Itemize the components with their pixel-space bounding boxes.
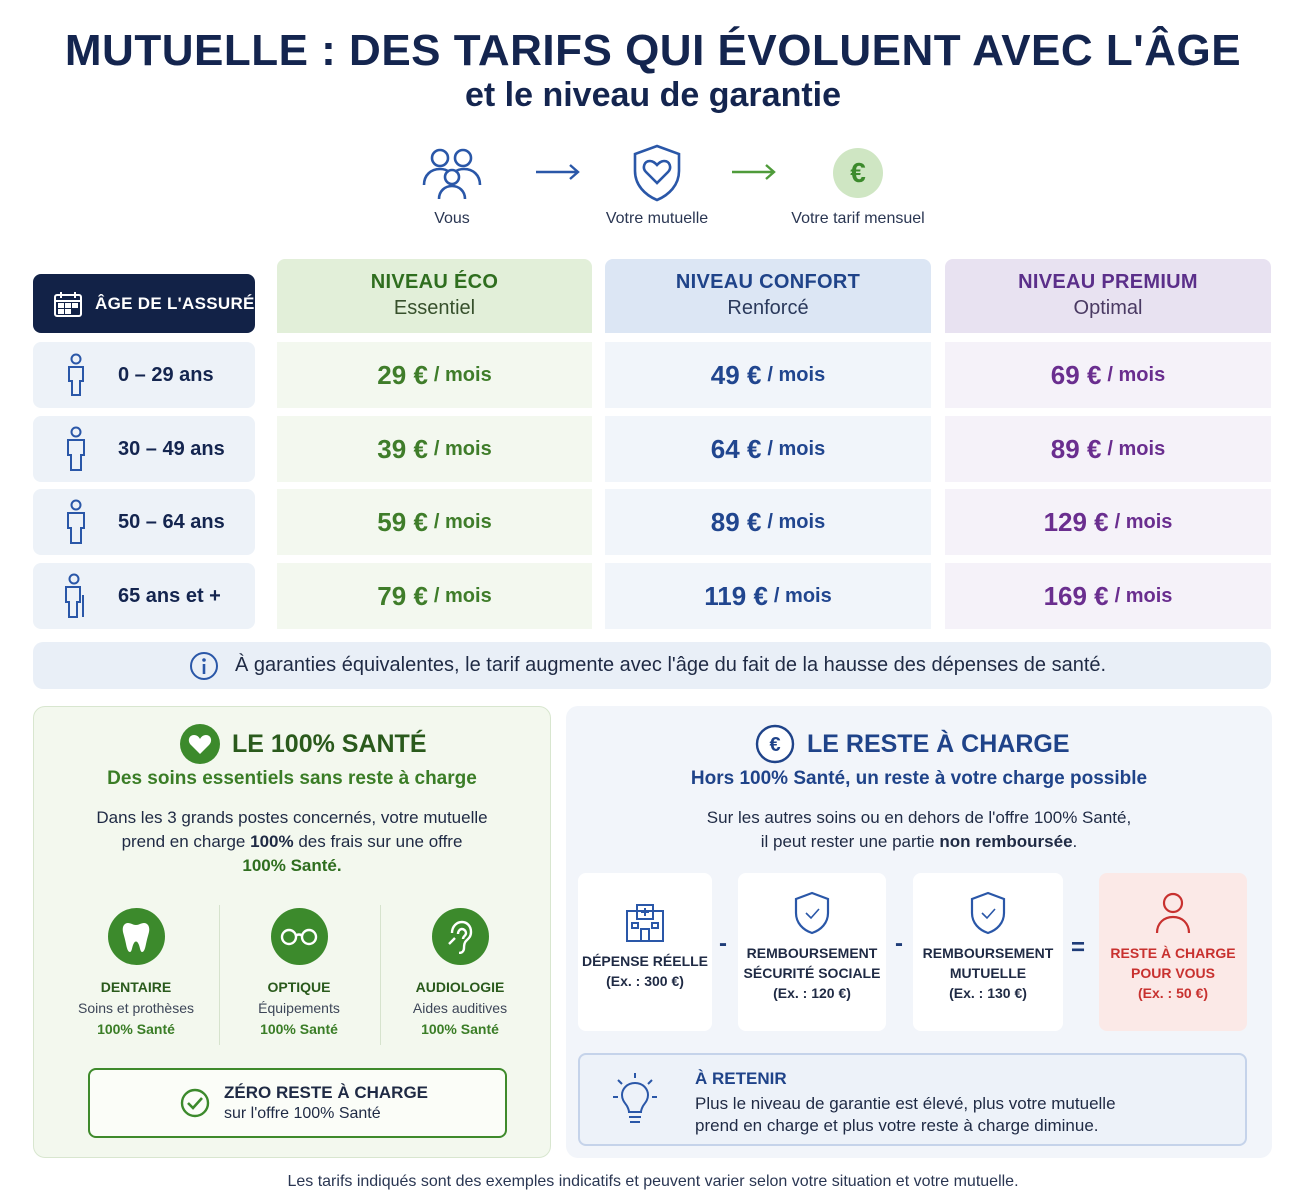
arrow-right-icon <box>732 164 776 180</box>
euro-icon: € <box>787 142 929 204</box>
level-eco-header: NIVEAU ÉCO Essentiel <box>277 259 592 333</box>
price-cell: 89 € / mois <box>605 489 931 555</box>
page-subtitle: et le niveau de garantie <box>464 76 842 114</box>
care-dentaire: DENTAIRE Soins et prothèses 100% Santé <box>61 908 211 1037</box>
price-cell: 39 € / mois <box>277 416 592 482</box>
eq-reste-a-charge: RESTE À CHARGE POUR VOUS (Ex. : 50 €) <box>1099 873 1247 1031</box>
care-optique: OPTIQUE Équipements 100% Santé <box>224 908 374 1037</box>
page-title: MUTUELLE : DES TARIFS QUI ÉVOLUENT AVEC … <box>64 26 1242 75</box>
retenir-box: À RETENIR Plus le niveau de garantie est… <box>578 1053 1247 1146</box>
hospital-icon <box>578 873 712 943</box>
arrow-right-icon <box>536 164 580 180</box>
lightbulb-icon <box>613 1073 657 1123</box>
glasses-icon <box>270 908 328 965</box>
eq-remboursement-mutuelle: REMBOURSEMENT MUTUELLE (Ex. : 130 €) <box>913 873 1063 1031</box>
reste-subtitle: Hors 100% Santé, un reste à votre charge… <box>690 768 1148 789</box>
reste-title: € LE RESTE À CHARGE <box>755 724 1070 764</box>
price-cell: 49 € / mois <box>605 342 931 408</box>
shield-check-icon <box>738 873 886 935</box>
sante-subtitle: Des soins essentiels sans reste à charge <box>107 768 477 789</box>
shield-check-icon <box>913 873 1063 935</box>
table-row-age: 0 – 29 ans <box>33 342 255 408</box>
info-icon <box>190 651 218 680</box>
footer-note: Les tarifs indiqués sont des exemples in… <box>287 1173 1019 1190</box>
retenir-text: Plus le niveau de garantie est élevé, pl… <box>695 1094 1116 1135</box>
care-audiologie: AUDIOLOGIE Aides auditives 100% Santé <box>385 908 535 1037</box>
tooth-icon <box>107 908 165 965</box>
age-header-label: ÂGE DE L'ASSURÉ <box>95 293 255 313</box>
price-cell: 119 € / mois <box>605 563 931 629</box>
check-circle-icon <box>180 1088 210 1118</box>
flow-mutuelle: Votre mutuelle <box>597 142 717 228</box>
level-confort-header: NIVEAU CONFORT Renforcé <box>605 259 931 333</box>
flow-tarif-label: Votre tarif mensuel <box>791 210 925 227</box>
people-icon <box>402 142 502 204</box>
flow-mutuelle-label: Votre mutuelle <box>605 210 709 227</box>
retenir-title: À RETENIR <box>695 1069 787 1088</box>
info-note: À garanties équivalentes, le tarif augme… <box>33 642 1271 689</box>
svg-text:€: € <box>769 734 780 756</box>
equals-operator: = <box>1071 934 1086 961</box>
price-cell: 29 € / mois <box>277 342 592 408</box>
eq-depense-reelle: DÉPENSE RÉELLE (Ex. : 300 €) <box>578 873 712 1031</box>
table-row-age: 65 ans et + <box>33 563 255 629</box>
reste-text: Sur les autres soins ou en dehors de l'o… <box>706 808 1132 851</box>
calendar-icon <box>54 291 82 317</box>
level-premium-header: NIVEAU PREMIUM Optimal <box>945 259 1271 333</box>
sante-text: Dans les 3 grands postes concernés, votr… <box>96 808 488 875</box>
price-cell: 64 € / mois <box>605 416 931 482</box>
flow-you-label: Vous <box>434 210 470 227</box>
person-outline-icon <box>1099 873 1247 935</box>
table-row-age: 50 – 64 ans <box>33 489 255 555</box>
age-column-header: ÂGE DE L'ASSURÉ <box>33 274 255 333</box>
elderly-person-icon <box>64 573 84 618</box>
price-cell: 79 € / mois <box>277 563 592 629</box>
price-cell: 169 € / mois <box>945 563 1271 629</box>
price-cell: 59 € / mois <box>277 489 592 555</box>
flow-you: Vous <box>402 142 502 228</box>
divider <box>219 905 220 1045</box>
person-icon <box>66 499 85 544</box>
price-cell: 69 € / mois <box>945 342 1271 408</box>
shield-heart-icon <box>597 142 717 204</box>
divider <box>380 905 381 1045</box>
flow-tarif: € Votre tarif mensuel <box>787 142 929 228</box>
ear-icon <box>431 908 489 965</box>
price-cell: 89 € / mois <box>945 416 1271 482</box>
minus-operator: - <box>895 930 903 957</box>
euro-circle-icon: € <box>755 724 795 764</box>
person-icon <box>66 426 85 471</box>
minus-operator: - <box>719 930 727 957</box>
person-icon <box>67 353 84 396</box>
info-note-text: À garanties équivalentes, le tarif augme… <box>235 654 1107 676</box>
heart-icon <box>180 724 220 764</box>
eq-remboursement-ss: REMBOURSEMENT SÉCURITÉ SOCIALE (Ex. : 12… <box>738 873 886 1031</box>
price-cell: 129 € / mois <box>945 489 1271 555</box>
sante-title: LE 100% SANTÉ <box>180 724 427 764</box>
table-row-age: 30 – 49 ans <box>33 416 255 482</box>
zero-reste-badge: ZÉRO RESTE À CHARGE sur l'offre 100% San… <box>88 1068 507 1138</box>
